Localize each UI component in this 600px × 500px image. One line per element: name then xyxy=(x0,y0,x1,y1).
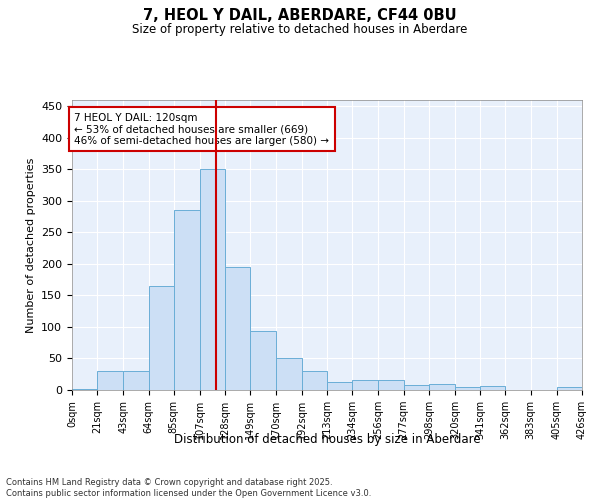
Bar xyxy=(557,387,582,390)
Bar xyxy=(149,286,174,390)
Bar xyxy=(404,385,429,390)
Bar xyxy=(302,371,327,390)
Bar xyxy=(429,384,455,390)
Bar xyxy=(174,210,200,390)
Bar xyxy=(200,170,225,390)
Text: Size of property relative to detached houses in Aberdare: Size of property relative to detached ho… xyxy=(133,22,467,36)
Text: 7, HEOL Y DAIL, ABERDARE, CF44 0BU: 7, HEOL Y DAIL, ABERDARE, CF44 0BU xyxy=(143,8,457,22)
Bar xyxy=(250,332,275,390)
Bar xyxy=(124,371,149,390)
Y-axis label: Number of detached properties: Number of detached properties xyxy=(26,158,35,332)
Bar xyxy=(72,388,97,390)
Bar xyxy=(379,380,404,390)
Bar xyxy=(327,382,352,390)
Bar xyxy=(352,380,379,390)
Bar xyxy=(97,371,124,390)
Text: 7 HEOL Y DAIL: 120sqm
← 53% of detached houses are smaller (669)
46% of semi-det: 7 HEOL Y DAIL: 120sqm ← 53% of detached … xyxy=(74,112,329,146)
Text: Contains HM Land Registry data © Crown copyright and database right 2025.
Contai: Contains HM Land Registry data © Crown c… xyxy=(6,478,371,498)
Text: Distribution of detached houses by size in Aberdare: Distribution of detached houses by size … xyxy=(173,432,481,446)
Bar xyxy=(225,267,250,390)
Bar xyxy=(275,358,302,390)
Bar xyxy=(455,388,480,390)
Bar xyxy=(480,386,505,390)
